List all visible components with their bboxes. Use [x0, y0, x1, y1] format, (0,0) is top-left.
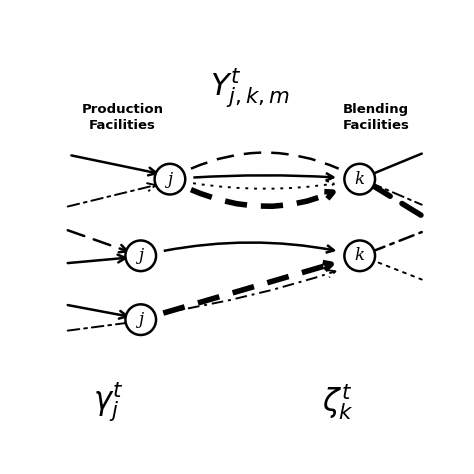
Text: Production
Facilities: Production Facilities — [82, 102, 164, 132]
FancyArrowPatch shape — [164, 243, 334, 253]
Text: k: k — [355, 171, 365, 188]
Text: $Y^{t}_{j,k,m}$: $Y^{t}_{j,k,m}$ — [210, 66, 290, 109]
Text: j: j — [167, 171, 173, 188]
Text: j: j — [138, 311, 143, 328]
FancyArrowPatch shape — [68, 255, 126, 263]
FancyArrowPatch shape — [371, 259, 422, 280]
Circle shape — [155, 164, 185, 194]
Circle shape — [345, 240, 375, 271]
FancyArrowPatch shape — [193, 181, 335, 189]
Text: j: j — [138, 247, 143, 264]
FancyArrowPatch shape — [371, 183, 422, 205]
Text: $\gamma^{t}_{j}$: $\gamma^{t}_{j}$ — [92, 380, 123, 424]
FancyArrowPatch shape — [68, 183, 155, 207]
Circle shape — [345, 164, 375, 194]
FancyArrowPatch shape — [68, 305, 127, 319]
FancyArrowPatch shape — [164, 263, 331, 313]
FancyArrowPatch shape — [191, 153, 339, 169]
FancyArrowPatch shape — [68, 230, 128, 252]
FancyArrowPatch shape — [371, 185, 422, 216]
Text: Blending
Facilities: Blending Facilities — [343, 102, 410, 132]
FancyArrowPatch shape — [371, 232, 422, 252]
Circle shape — [126, 240, 156, 271]
FancyArrowPatch shape — [72, 155, 156, 175]
FancyArrowPatch shape — [164, 270, 336, 312]
Circle shape — [126, 304, 156, 335]
Text: $\zeta^{t}_{k}$: $\zeta^{t}_{k}$ — [322, 382, 354, 422]
FancyArrowPatch shape — [371, 154, 422, 175]
FancyArrowPatch shape — [68, 323, 129, 331]
FancyArrowPatch shape — [191, 190, 333, 206]
Text: k: k — [355, 247, 365, 264]
FancyArrowPatch shape — [193, 173, 334, 181]
